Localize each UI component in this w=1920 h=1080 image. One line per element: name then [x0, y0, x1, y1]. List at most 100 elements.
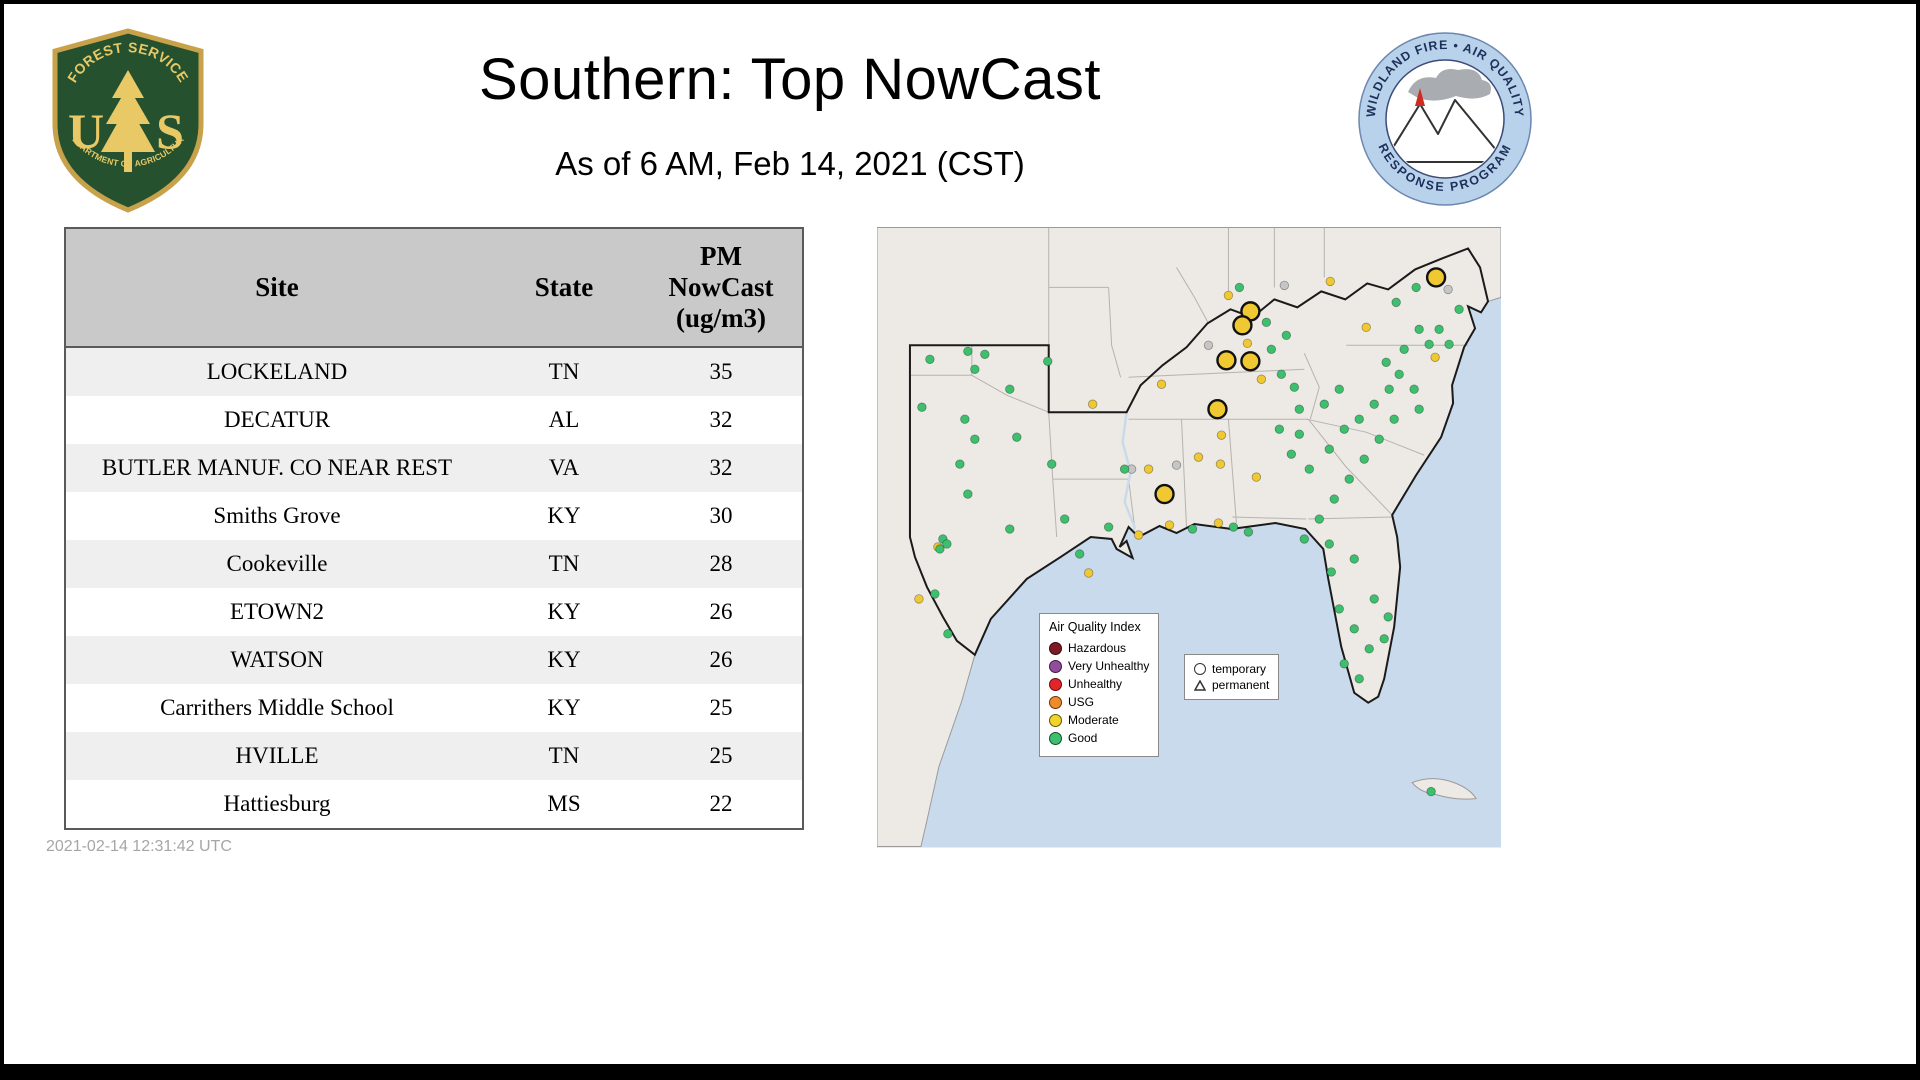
monitor-dot [1443, 284, 1453, 295]
state-cell: AL [548, 407, 580, 432]
table-row: Smiths Grove KY 30 [65, 492, 803, 540]
state-cell: TN [548, 551, 580, 576]
monitor-dot [963, 489, 973, 499]
monitor-dot [1266, 344, 1277, 354]
state-cell: KY [547, 599, 581, 624]
monitor-dot [1223, 290, 1234, 301]
usfs-logo: FOREST SERVICE U S DEPARTMENT OF AGRICUL… [49, 20, 204, 213]
site-cell: Hattiesburg [223, 791, 331, 816]
monitor-dot [1216, 430, 1227, 440]
col-header-site: Site [65, 228, 488, 348]
monitor-dot [1349, 624, 1359, 634]
site-cell: Smiths Grove [213, 503, 341, 528]
value-cell: 26 [709, 647, 733, 672]
monitor-dot [1329, 494, 1339, 504]
monitor-dot [1203, 340, 1214, 351]
monitor-dot [1119, 464, 1130, 474]
monitor-dot [980, 349, 990, 359]
aqi-legend-item: Very Unhealthy [1049, 659, 1149, 674]
state-cell: KY [547, 695, 581, 720]
value-cell: 25 [709, 743, 733, 768]
monitor-dot [1325, 276, 1335, 287]
permanent-marker-icon [1194, 679, 1206, 691]
marker-legend-temporary: temporary [1194, 662, 1269, 676]
monitor-dot [1384, 384, 1394, 394]
table-row: DECATUR AL 32 [65, 396, 803, 444]
permanent-label: permanent [1212, 678, 1270, 692]
monitor-dot [1164, 520, 1175, 530]
monitor-dot [1434, 324, 1444, 335]
table-row: WATSON KY 26 [65, 636, 803, 684]
table-row: Hattiesburg MS 22 [65, 780, 803, 829]
site-cell: DECATUR [223, 407, 331, 432]
usfs-letter-u: U [68, 103, 104, 159]
monitor-dots-layer [914, 267, 1464, 797]
aqi-color-dot-icon [1049, 695, 1062, 709]
monitor-dot [1294, 404, 1305, 414]
monitor-dot [1394, 369, 1404, 379]
monitor-dot [1334, 384, 1344, 394]
monitor-dot [1444, 339, 1454, 350]
monitor-dot [1381, 357, 1391, 367]
monitor-dot [1294, 429, 1305, 439]
monitor-dot [1234, 282, 1245, 293]
monitor-dot [1242, 338, 1253, 349]
monitor-dot [942, 539, 952, 549]
monitor-dot [1379, 634, 1389, 644]
header: Southern: Top NowCast As of 6 AM, Feb 14… [260, 46, 1320, 183]
usfs-shield-icon: FOREST SERVICE U S DEPARTMENT OF AGRICUL… [49, 20, 204, 213]
monitor-dot [935, 544, 945, 554]
monitor-dot [1215, 459, 1226, 469]
pine-tree-icon [101, 70, 155, 172]
marker-legend: temporary permanent [1184, 654, 1280, 700]
monitor-dot [1354, 674, 1364, 684]
monitor-dot [1354, 414, 1364, 424]
aqi-legend-label: Good [1068, 730, 1098, 745]
monitor-dot [1289, 382, 1300, 392]
monitor-dot [943, 629, 953, 639]
monitor-dot [1324, 444, 1334, 454]
value-cell: 32 [709, 455, 733, 480]
aqi-legend-item: Unhealthy [1049, 677, 1149, 692]
monitor-dot-top-site [1216, 350, 1237, 371]
state-cell: TN [548, 743, 580, 768]
state-cell: TN [548, 359, 580, 384]
table-row: Carrithers Middle School KY 25 [65, 684, 803, 732]
monitor-dot [1389, 414, 1399, 424]
marker-legend-permanent: permanent [1194, 678, 1269, 692]
monitor-dot [1344, 474, 1354, 484]
monitor-dot [1391, 297, 1401, 308]
state-cell: KY [547, 647, 581, 672]
value-cell: 22 [709, 791, 733, 816]
wfaqrp-logo: WILDLAND FIRE • AIR QUALITY RESPONSE PRO… [1356, 30, 1534, 208]
aqi-legend-label: Unhealthy [1068, 676, 1123, 691]
monitor-dot [1426, 786, 1436, 797]
table-row: HVILLE TN 25 [65, 732, 803, 780]
monitor-dot [1430, 352, 1440, 362]
monitor-dot [1193, 452, 1204, 462]
value-cell: 30 [709, 503, 733, 528]
monitor-dot [1326, 567, 1336, 577]
monitor-dot [1314, 514, 1324, 524]
monitor-dot [1279, 280, 1290, 291]
monitor-dot [970, 364, 980, 374]
monitor-dot [960, 414, 970, 424]
monitor-dot [1060, 514, 1070, 524]
table-row: LOCKELAND TN 35 [65, 347, 803, 396]
col-header-pm-nowcast: PM NowCast (ug/m3) [640, 228, 803, 348]
monitor-dot [1324, 539, 1334, 549]
monitor-dot [1339, 424, 1349, 434]
site-cell: WATSON [230, 647, 324, 672]
table-row: ETOWN2 KY 26 [65, 588, 803, 636]
site-cell: ETOWN2 [229, 599, 325, 624]
monitor-dot [1047, 459, 1057, 469]
monitor-dot [1012, 432, 1022, 442]
monitor-dot [1383, 612, 1393, 622]
monitor-dot [963, 346, 973, 356]
monitor-dot [1228, 522, 1239, 532]
temporary-label: temporary [1212, 662, 1267, 676]
monitor-dot [1274, 424, 1285, 434]
flame-icon [1415, 88, 1425, 106]
monitor-dot [1143, 464, 1154, 474]
site-cell: Carrithers Middle School [160, 695, 394, 720]
